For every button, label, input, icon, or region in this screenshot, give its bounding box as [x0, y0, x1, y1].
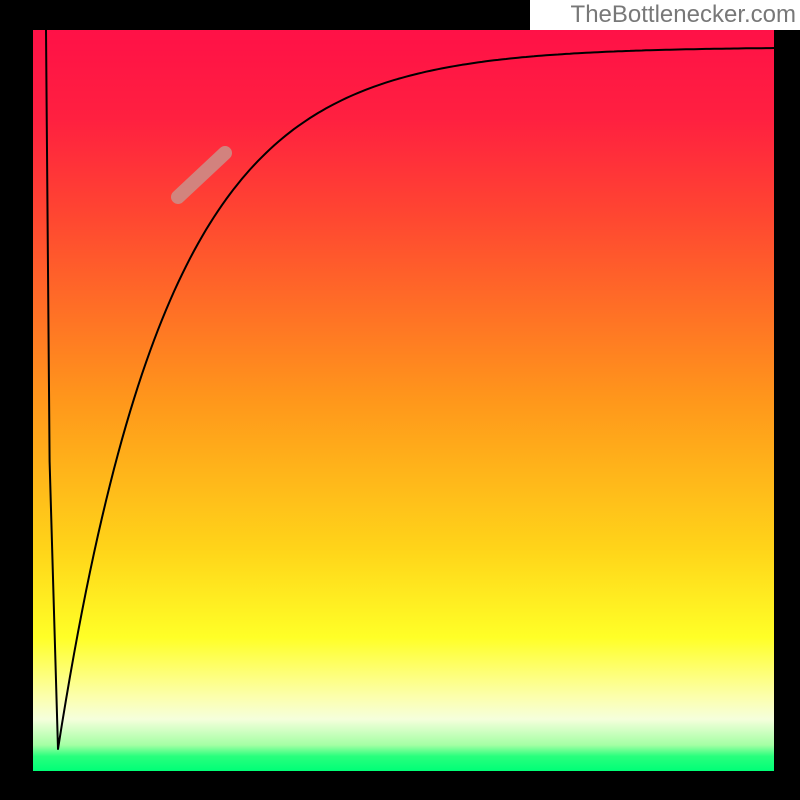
chart-plot-area [33, 30, 774, 771]
chart-canvas [33, 30, 774, 771]
outer-frame: TheBottlenecker.com [0, 0, 800, 800]
attribution-label: TheBottlenecker.com [530, 0, 800, 30]
